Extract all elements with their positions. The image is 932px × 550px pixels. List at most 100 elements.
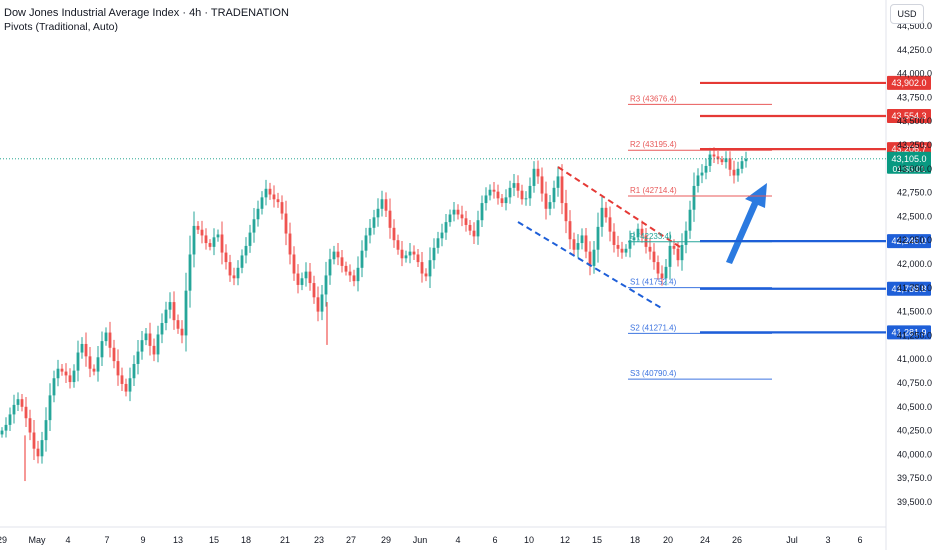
pivot-label: R3 (43676.4) bbox=[630, 94, 677, 103]
candle-body bbox=[224, 252, 228, 263]
candle-body bbox=[144, 333, 148, 341]
candle bbox=[384, 192, 388, 217]
candle-body bbox=[72, 370, 76, 383]
candle-body bbox=[524, 198, 528, 200]
candle bbox=[312, 275, 316, 304]
candle-body bbox=[512, 183, 516, 188]
candle-body bbox=[704, 165, 708, 173]
candle bbox=[92, 364, 96, 376]
candle-body bbox=[548, 202, 552, 209]
candle-body bbox=[372, 217, 376, 228]
price-tick-label: 41,000.0 bbox=[897, 354, 932, 364]
candle-body bbox=[432, 247, 436, 261]
currency-button[interactable]: USD bbox=[890, 4, 924, 24]
indicator-label[interactable]: Pivots (Traditional, Auto) bbox=[4, 21, 118, 33]
candle-body bbox=[600, 207, 604, 227]
candle-body bbox=[616, 244, 620, 249]
candle-body bbox=[264, 188, 268, 198]
candle bbox=[652, 243, 656, 270]
price-tick-label: 41,500.0 bbox=[897, 307, 932, 317]
candle-body bbox=[712, 154, 716, 157]
candle bbox=[660, 265, 664, 286]
candle bbox=[12, 394, 16, 424]
candle bbox=[304, 262, 308, 287]
candle bbox=[696, 168, 700, 193]
time-tick-label: 20 bbox=[663, 535, 673, 545]
candle-body bbox=[100, 341, 104, 358]
candle-body bbox=[156, 334, 160, 355]
candle bbox=[56, 359, 60, 387]
candle bbox=[180, 320, 184, 344]
price-tick-label: 40,750.0 bbox=[897, 378, 932, 388]
candle-body bbox=[692, 185, 696, 210]
candle bbox=[524, 191, 528, 206]
candle-body bbox=[0, 430, 4, 435]
candle bbox=[196, 221, 200, 235]
candle-body bbox=[540, 176, 544, 194]
candle-body bbox=[588, 251, 592, 266]
candle bbox=[148, 322, 152, 356]
candle-body bbox=[584, 235, 588, 252]
candle-body bbox=[716, 156, 720, 160]
candle bbox=[224, 244, 228, 270]
candle-body bbox=[280, 202, 284, 214]
price-level-tag-label: 41,739.8 bbox=[891, 284, 926, 294]
time-tick-label: 29 bbox=[0, 535, 7, 545]
candle-body bbox=[636, 228, 640, 238]
candle-body bbox=[624, 248, 628, 253]
countdown-label: 01:55:01 bbox=[892, 164, 925, 174]
candle-body bbox=[700, 172, 704, 176]
candle-body bbox=[248, 232, 252, 246]
candle-body bbox=[628, 240, 632, 249]
candle bbox=[588, 241, 592, 276]
time-tick-label: 3 bbox=[825, 535, 830, 545]
candle-body bbox=[560, 176, 564, 204]
candle-body bbox=[300, 278, 304, 285]
candle bbox=[176, 314, 180, 334]
price-tick-label: 43,000.0 bbox=[897, 164, 932, 174]
candle bbox=[564, 189, 568, 234]
candle-body bbox=[168, 302, 172, 310]
candle-body bbox=[8, 414, 12, 425]
candle bbox=[248, 224, 252, 253]
candle bbox=[664, 258, 668, 286]
candle-body bbox=[192, 225, 196, 255]
pivot-label: R2 (43195.4) bbox=[630, 140, 677, 149]
candle bbox=[528, 177, 532, 206]
candle bbox=[132, 355, 136, 387]
candle-body bbox=[376, 208, 380, 218]
candle-body bbox=[652, 251, 656, 263]
candle-body bbox=[284, 213, 288, 234]
candle-body bbox=[312, 283, 316, 298]
candle bbox=[680, 233, 684, 271]
candle-body bbox=[120, 375, 124, 384]
pivot-label: R1 (42714.4) bbox=[630, 186, 677, 195]
candle bbox=[420, 252, 424, 283]
time-tick-label: 23 bbox=[314, 535, 324, 545]
candle-body bbox=[268, 188, 272, 195]
candle bbox=[24, 396, 28, 428]
candle bbox=[656, 255, 660, 280]
candle bbox=[536, 160, 540, 184]
candle-body bbox=[508, 187, 512, 198]
candle-body bbox=[576, 243, 580, 250]
candle-body bbox=[420, 262, 424, 274]
last-price-tag bbox=[887, 151, 931, 174]
candle bbox=[360, 240, 364, 278]
candle bbox=[296, 264, 300, 294]
candle-body bbox=[256, 208, 260, 220]
candle bbox=[716, 150, 720, 165]
candle-body bbox=[208, 243, 212, 247]
candle-body bbox=[364, 235, 368, 251]
candle bbox=[72, 364, 76, 388]
candle-body bbox=[392, 227, 396, 241]
candle-body bbox=[388, 210, 392, 228]
candle-body bbox=[132, 363, 136, 379]
candle bbox=[572, 232, 576, 256]
symbol-title[interactable]: Dow Jones Industrial Average Index · 4h … bbox=[4, 7, 289, 19]
candle bbox=[140, 331, 144, 360]
candle-body bbox=[160, 323, 164, 335]
candle-body bbox=[308, 271, 312, 284]
candle bbox=[356, 256, 360, 292]
